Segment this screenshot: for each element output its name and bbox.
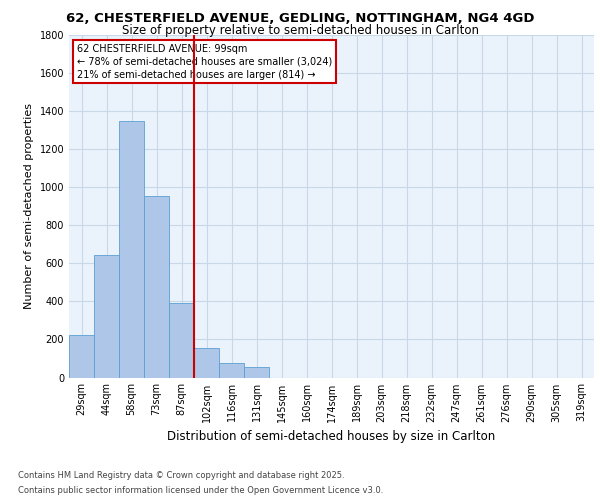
Bar [219,363,244,378]
Text: 62, CHESTERFIELD AVENUE, GEDLING, NOTTINGHAM, NG4 4GD: 62, CHESTERFIELD AVENUE, GEDLING, NOTTIN… [66,12,534,26]
Bar [119,120,144,378]
Bar [94,255,119,378]
Bar [169,304,194,378]
Text: 62 CHESTERFIELD AVENUE: 99sqm
← 78% of semi-detached houses are smaller (3,024)
: 62 CHESTERFIELD AVENUE: 99sqm ← 78% of s… [77,44,332,80]
X-axis label: Distribution of semi-detached houses by size in Carlton: Distribution of semi-detached houses by … [167,430,496,443]
Text: Contains public sector information licensed under the Open Government Licence v3: Contains public sector information licen… [18,486,383,495]
Text: Contains HM Land Registry data © Crown copyright and database right 2025.: Contains HM Land Registry data © Crown c… [18,471,344,480]
Bar [244,367,269,378]
Bar [194,348,219,378]
Text: Size of property relative to semi-detached houses in Carlton: Size of property relative to semi-detach… [121,24,479,37]
Bar [69,334,94,378]
Bar [144,196,169,378]
Y-axis label: Number of semi-detached properties: Number of semi-detached properties [24,104,34,309]
